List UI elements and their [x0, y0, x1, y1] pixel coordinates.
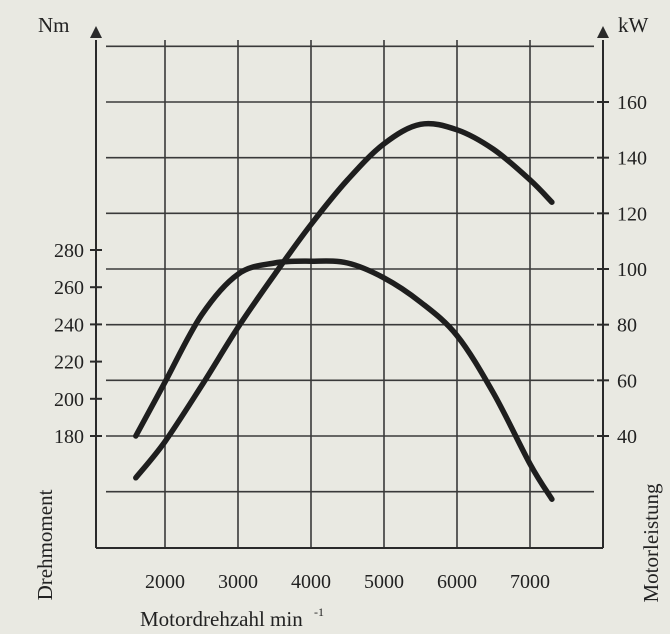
- y-left-tick-label: 260: [54, 277, 84, 299]
- axis-titles: Nm kW Motordrehzahl min -1 Drehmoment Mo…: [33, 13, 663, 631]
- x-tick-label: 2000: [145, 571, 185, 593]
- y-left-tick-label: 240: [54, 314, 84, 336]
- left-y-axis-arrow: [90, 26, 102, 38]
- torque-curve: [133, 258, 555, 502]
- x-tick-label: 4000: [291, 571, 331, 593]
- y-right-tick-label: 60: [617, 370, 637, 392]
- right-unit-label: kW: [618, 13, 649, 37]
- power-curve: [133, 120, 555, 481]
- x-tick-label: 7000: [510, 571, 550, 593]
- left-unit-label: Nm: [38, 13, 70, 37]
- x-axis-title-text: Motordrehzahl min: [140, 607, 303, 631]
- y-left-tick-label: 200: [54, 389, 84, 411]
- x-tick-label: 3000: [218, 571, 258, 593]
- y-right-tick-label: 40: [617, 426, 637, 448]
- x-axis-title-superscript: -1: [314, 605, 324, 619]
- x-tick-label: 5000: [364, 571, 404, 593]
- y-left-tick-label: 280: [54, 240, 84, 262]
- y-right-tick-label: 160: [617, 92, 647, 114]
- y-left-tick-label: 220: [54, 352, 84, 374]
- y-right-tick-label: 140: [617, 148, 647, 170]
- axes: [90, 26, 609, 549]
- y-right-tick-label: 120: [617, 203, 647, 225]
- y-right-tick-label: 100: [617, 259, 647, 281]
- x-axis-title: Motordrehzahl min -1: [140, 605, 324, 631]
- y-right-tick-label: 80: [617, 315, 637, 337]
- tick-labels: 2000 3000 4000 5000 6000 7000 180 200 220 240 260 2…: [54, 92, 647, 593]
- y-left-tick-label: 180: [54, 426, 84, 448]
- right-y-axis-title: Motorleistung: [639, 483, 663, 602]
- grid-lines: [106, 40, 594, 548]
- right-y-axis-arrow: [597, 26, 609, 38]
- series-curves: [133, 120, 555, 502]
- left-y-axis-title: Drehmoment: [33, 489, 57, 600]
- x-tick-label: 6000: [437, 571, 477, 593]
